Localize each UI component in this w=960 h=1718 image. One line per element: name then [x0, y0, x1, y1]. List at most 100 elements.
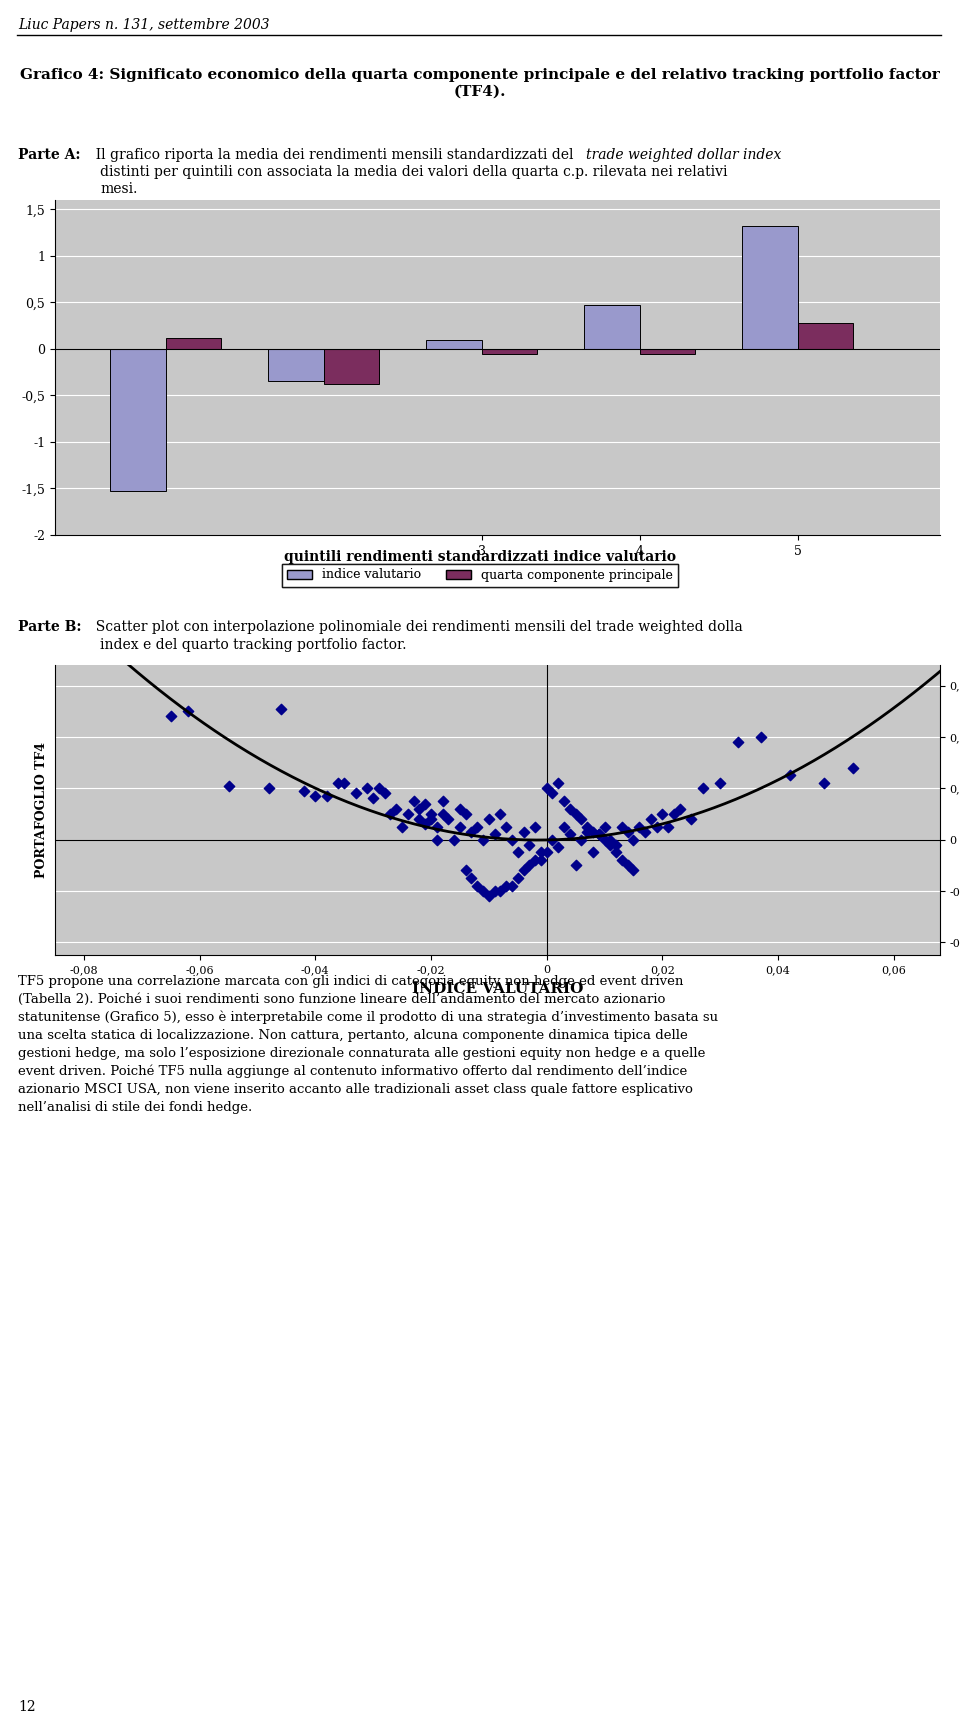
Point: [620, 818, 636, 845]
Point: [487, 821, 502, 849]
Point: [458, 801, 473, 828]
Text: Scatter plot con interpolazione polinomiale dei rendimenti mensili del trade wei: Scatter plot con interpolazione polinomi…: [87, 620, 743, 634]
Text: quintili rendimenti standardizzati indice valutario: quintili rendimenti standardizzati indic…: [284, 550, 676, 564]
Point: [307, 782, 323, 809]
Point: [412, 806, 427, 833]
Bar: [166, 338, 221, 349]
Point: [487, 878, 502, 905]
Bar: [110, 349, 166, 491]
Point: [609, 838, 624, 866]
Point: [395, 813, 410, 840]
Point: [550, 833, 565, 861]
Point: [563, 795, 578, 823]
Point: [712, 770, 728, 797]
Text: Parte B:: Parte B:: [18, 620, 82, 634]
Point: [337, 770, 352, 797]
Bar: [324, 349, 379, 385]
Point: [568, 852, 584, 880]
Text: statunitense (Grafico 5), esso è interpretabile come il prodotto di una strategi: statunitense (Grafico 5), esso è interpr…: [18, 1010, 718, 1024]
Point: [527, 813, 542, 840]
Point: [626, 826, 641, 854]
Point: [643, 806, 659, 833]
Point: [435, 787, 450, 814]
Text: index e del quarto tracking portfolio factor.: index e del quarto tracking portfolio fa…: [100, 637, 406, 653]
Point: [469, 873, 485, 900]
Bar: [798, 323, 853, 349]
Point: [510, 864, 525, 892]
Point: [557, 813, 572, 840]
Point: [649, 813, 664, 840]
Point: [458, 857, 473, 885]
Point: [180, 698, 196, 725]
Point: [527, 847, 542, 874]
Point: [614, 813, 630, 840]
Point: [464, 864, 479, 892]
Point: [429, 826, 444, 854]
Point: [441, 806, 456, 833]
Point: [400, 801, 416, 828]
Point: [521, 832, 537, 859]
Text: 12: 12: [18, 1701, 36, 1715]
Point: [533, 847, 548, 874]
Point: [597, 826, 612, 854]
Point: [475, 878, 491, 905]
Text: azionario MSCI USA, non viene inserito accanto alle tradizionali asset class qua: azionario MSCI USA, non viene inserito a…: [18, 1082, 693, 1096]
Point: [586, 818, 601, 845]
Point: [498, 813, 514, 840]
Bar: [742, 227, 798, 349]
Bar: [269, 349, 324, 381]
Point: [406, 787, 421, 814]
Point: [296, 777, 311, 804]
Point: [632, 813, 647, 840]
Point: [574, 826, 589, 854]
Point: [412, 795, 427, 823]
Bar: [639, 349, 695, 354]
Point: [695, 775, 710, 802]
Point: [331, 770, 347, 797]
Point: [504, 873, 519, 900]
Point: [614, 847, 630, 874]
Point: [221, 771, 236, 799]
Point: [273, 694, 288, 722]
Point: [586, 838, 601, 866]
Point: [469, 813, 485, 840]
Point: [817, 770, 832, 797]
Point: [475, 826, 491, 854]
Point: [452, 813, 468, 840]
Point: [603, 826, 618, 854]
Text: Grafico 4: Significato economico della quarta componente principale e del relati: Grafico 4: Significato economico della q…: [20, 69, 940, 98]
Bar: [426, 340, 482, 349]
Point: [389, 795, 404, 823]
Text: Il grafico riporta la media dei rendimenti mensili standardizzati del: Il grafico riporta la media dei rendimen…: [87, 148, 578, 161]
Point: [563, 821, 578, 849]
Text: event driven. Poiché TF5 nulla aggiunge al contenuto informativo offerto dal ren: event driven. Poiché TF5 nulla aggiunge …: [18, 1065, 687, 1079]
Bar: [585, 306, 639, 349]
Point: [418, 811, 433, 838]
Point: [423, 801, 439, 828]
Point: [492, 801, 508, 828]
Point: [539, 775, 554, 802]
Text: (Tabella 2). Poiché i suoi rendimenti sono funzione lineare dell’andamento del m: (Tabella 2). Poiché i suoi rendimenti so…: [18, 993, 665, 1007]
Legend: indice valutario, quarta componente principale: indice valutario, quarta componente prin…: [282, 564, 678, 586]
Text: gestioni hedge, ma solo l’esposizione direzionale connaturata alle gestioni equi: gestioni hedge, ma solo l’esposizione di…: [18, 1046, 706, 1060]
Point: [666, 801, 682, 828]
Point: [319, 782, 334, 809]
Text: TF5 propone una correlazione marcata con gli indici di categoria equity non hedg: TF5 propone una correlazione marcata con…: [18, 976, 684, 988]
Point: [360, 775, 375, 802]
Text: trade weighted dollar index: trade weighted dollar index: [587, 148, 781, 161]
Text: Liuc Papers n. 131, settembre 2003: Liuc Papers n. 131, settembre 2003: [18, 17, 270, 33]
Text: nell’analisi di stile dei fondi hedge.: nell’analisi di stile dei fondi hedge.: [18, 1101, 252, 1113]
Point: [568, 801, 584, 828]
Point: [660, 813, 676, 840]
Bar: [482, 349, 537, 354]
Point: [846, 754, 861, 782]
Point: [626, 857, 641, 885]
Point: [533, 838, 548, 866]
Point: [544, 780, 560, 807]
Point: [539, 838, 554, 866]
Point: [348, 780, 364, 807]
Point: [418, 790, 433, 818]
Point: [372, 775, 387, 802]
Point: [655, 801, 670, 828]
Point: [753, 723, 768, 751]
